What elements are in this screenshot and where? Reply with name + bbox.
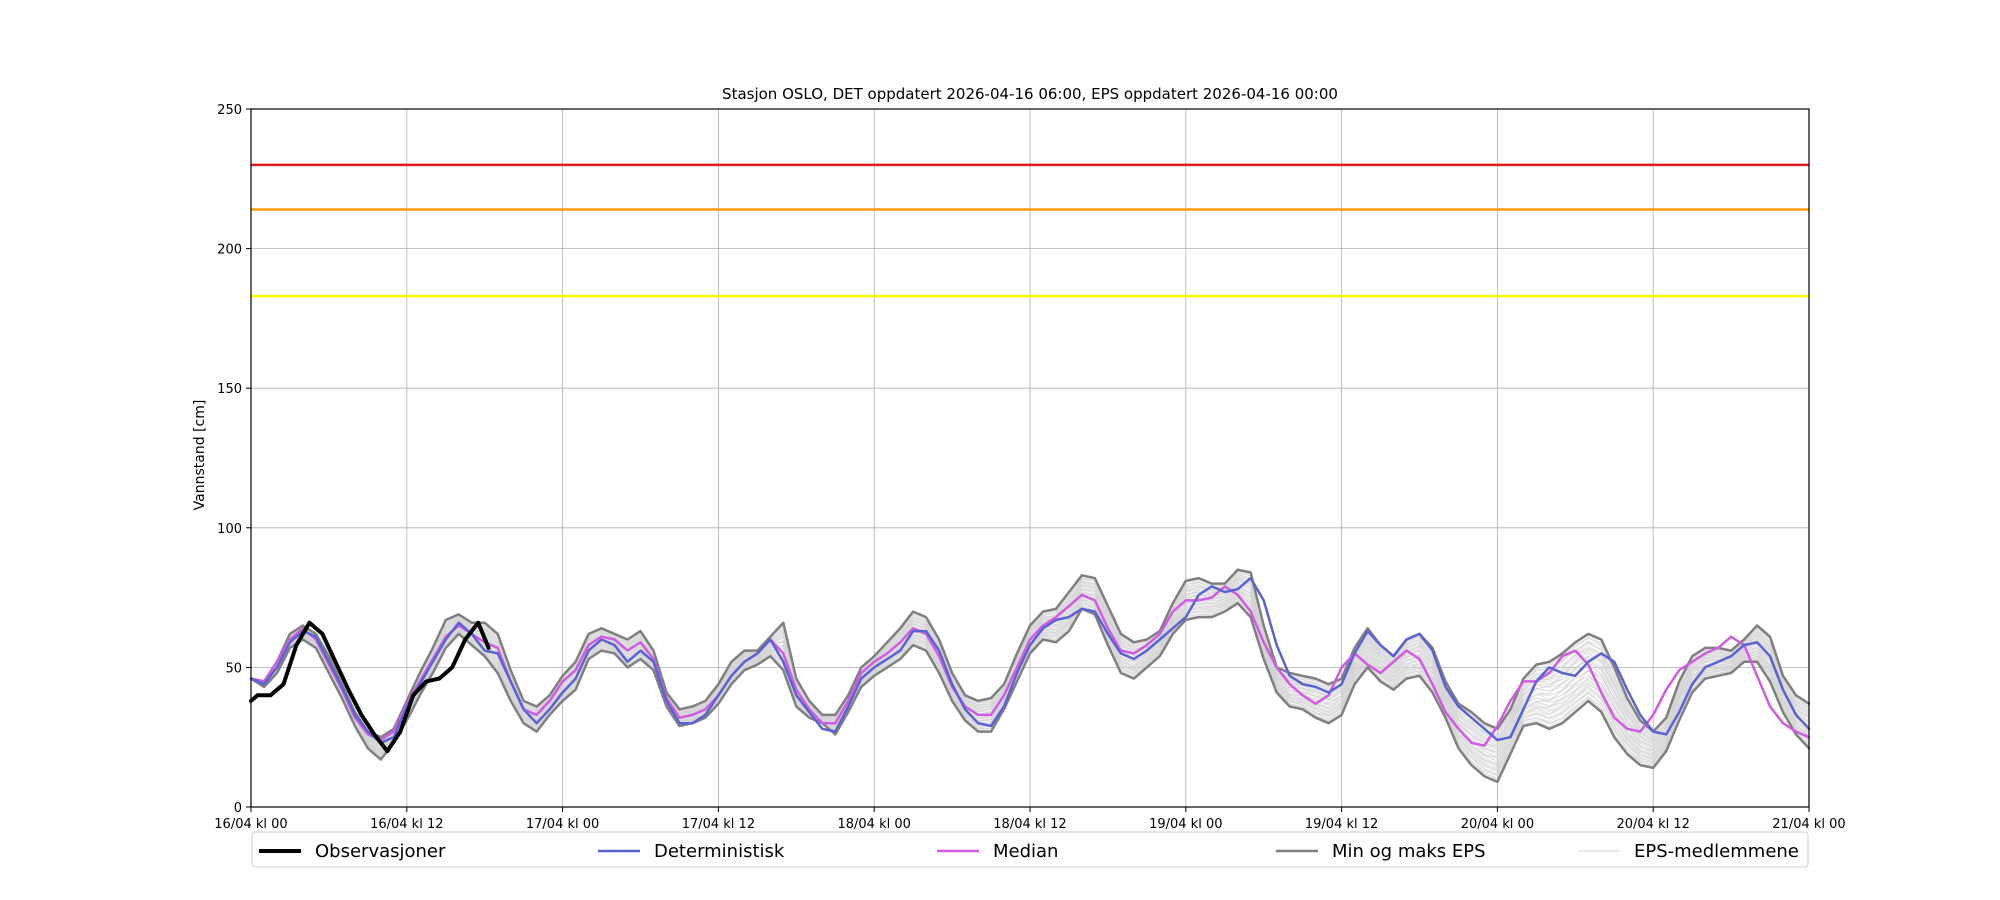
y-axis-label: Vannstand [cm] (192, 400, 208, 511)
y-tick-label: 50 (225, 661, 242, 676)
x-tick-label: 20/04 kl 12 (1616, 817, 1689, 832)
x-axis-ticks: 16/04 kl 00 16/04 kl 12 17/04 kl 00 17/04 k… (214, 807, 1846, 832)
y-tick-label: 0 (234, 801, 242, 816)
y-tick-label: 100 (217, 522, 242, 537)
y-tick-label: 250 (217, 103, 242, 118)
x-tick-label: 21/04 kl 00 (1772, 817, 1845, 832)
x-tick-label: 18/04 kl 12 (993, 817, 1066, 832)
legend-label: EPS-medlemmene (1634, 841, 1799, 862)
legend-frame (251, 831, 1809, 868)
series-lines (249, 568, 1811, 784)
x-tick-label: 16/04 kl 00 (214, 817, 287, 832)
legend-label: Observasjoner (315, 841, 446, 862)
y-axis-ticks: 0 50 100 150 200 250 (217, 103, 251, 816)
legend-label: Min og maks EPS (1332, 841, 1486, 862)
series-line-observasjoner (249, 620, 491, 754)
x-tick-label: 17/04 kl 00 (526, 817, 599, 832)
chart-title: Stasjon OSLO, DET oppdatert 2026-04-16 0… (722, 85, 1338, 103)
y-tick-label: 200 (217, 243, 242, 258)
series-line-min-og-maks-eps-min- (249, 601, 1811, 784)
y-tick-label: 150 (217, 382, 242, 397)
x-tick-label: 19/04 kl 12 (1305, 817, 1378, 832)
legend-label: Median (993, 841, 1058, 862)
legend-label: Deterministisk (654, 841, 785, 862)
x-tick-label: 18/04 kl 00 (837, 817, 910, 832)
x-tick-label: 16/04 kl 12 (370, 817, 443, 832)
threshold-lines (251, 163, 1809, 298)
x-tick-label: 20/04 kl 00 (1461, 817, 1534, 832)
series-line-min-og-maks-eps (249, 568, 1811, 739)
x-tick-label: 19/04 kl 00 (1149, 817, 1222, 832)
series-line-deterministisk (249, 576, 1811, 745)
x-tick-label: 17/04 kl 12 (682, 817, 755, 832)
legend: Observasjoner Deterministisk Median Min og … (251, 831, 1809, 868)
